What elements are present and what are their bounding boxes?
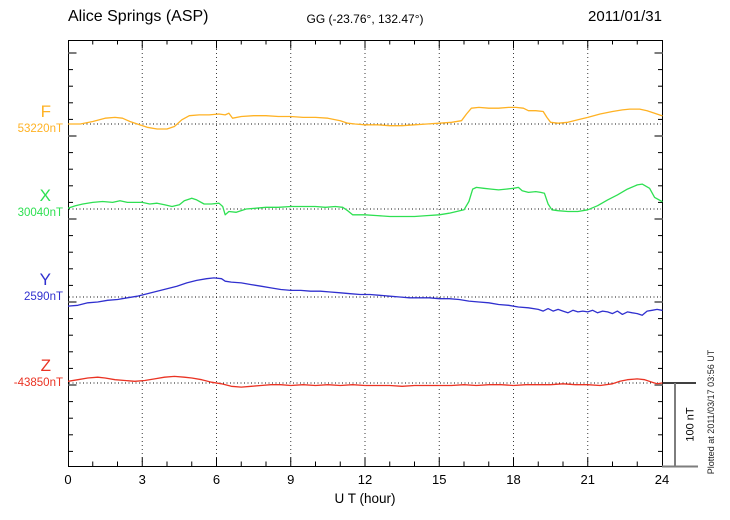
series-baseline-value-Z: -43850nT	[13, 377, 63, 389]
trace-Y	[68, 277, 663, 316]
x-tick-label: 6	[212, 472, 221, 487]
series-baseline-value-X: 30040nT	[17, 207, 63, 219]
trace-Z	[68, 375, 663, 388]
plotted-at-note: Plotted at 2011/03/17 03:56 UT	[706, 349, 716, 475]
x-tick-label: 9	[287, 472, 295, 487]
series-letter-X: X	[39, 186, 51, 205]
series-label-Y: Y 2590nT	[0, 271, 63, 304]
geographic-coordinates: GG (-23.76°, 132.47°)	[306, 12, 424, 26]
series-baseline-value-Y: 2590nT	[23, 291, 63, 303]
x-tick-label: 0	[64, 472, 72, 487]
x-tick-label: 21	[580, 472, 595, 487]
x-tick-label: 12	[357, 472, 373, 487]
series-label-F: F 53220nT	[0, 103, 63, 136]
x-axis-label: U T (hour)	[334, 491, 396, 506]
series-label-X: X 30040nT	[0, 187, 63, 220]
series-letter-Z: Z	[40, 356, 51, 375]
x-tick-label: 24	[654, 472, 670, 487]
observation-date: 2011/01/31	[588, 8, 662, 25]
station-title: Alice Springs (ASP)	[68, 8, 209, 25]
x-tick-label: 18	[506, 472, 521, 487]
series-letter-F: F	[40, 102, 51, 121]
series-baseline-value-F: 53220nT	[17, 123, 63, 135]
x-tick-label: 15	[432, 472, 447, 487]
magnetogram-plot	[68, 40, 698, 468]
scale-bar-label: 100 nT	[684, 407, 697, 442]
x-tick-label: 3	[138, 472, 146, 487]
trace-F	[68, 106, 663, 130]
trace-X	[68, 183, 663, 218]
series-label-Z: Z -43850nT	[0, 357, 63, 390]
series-letter-Y: Y	[39, 270, 51, 289]
